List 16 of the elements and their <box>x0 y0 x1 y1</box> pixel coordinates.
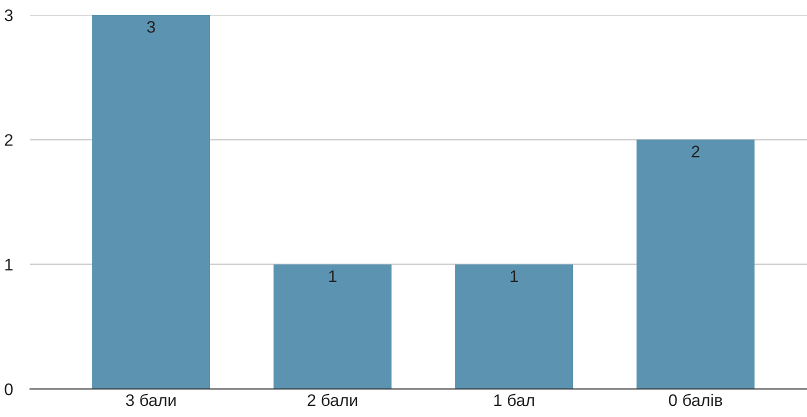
bar <box>455 264 574 389</box>
y-tick-label: 3 <box>4 9 13 22</box>
y-tick-label: 2 <box>4 134 12 146</box>
data-label: 3 <box>147 20 155 33</box>
x-tick-label: 1 бал <box>494 394 534 406</box>
bar <box>636 140 755 389</box>
x-tick-label: 3 бали <box>126 394 176 406</box>
data-label: 2 <box>692 146 700 158</box>
bar <box>274 264 392 389</box>
y-tick-label: 1 <box>5 258 13 270</box>
bar <box>92 15 210 389</box>
y-tick-label: 0 <box>4 383 13 396</box>
data-label: 1 <box>510 270 518 282</box>
data-label: 1 <box>329 270 336 282</box>
x-tick-label: 0 балів <box>668 394 722 406</box>
x-tick-label: 2 бали <box>308 394 358 406</box>
